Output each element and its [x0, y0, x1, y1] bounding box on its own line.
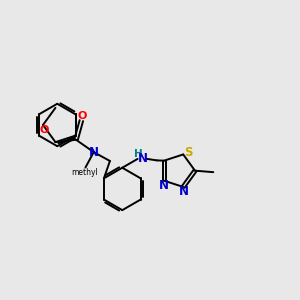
Text: O: O — [77, 111, 87, 121]
Text: O: O — [40, 125, 49, 135]
Text: N: N — [158, 179, 169, 192]
Text: S: S — [184, 146, 192, 159]
Text: methyl: methyl — [71, 168, 98, 177]
Text: H: H — [134, 149, 142, 159]
Text: N: N — [179, 185, 189, 198]
Text: N: N — [89, 146, 99, 159]
Text: N: N — [138, 152, 148, 164]
